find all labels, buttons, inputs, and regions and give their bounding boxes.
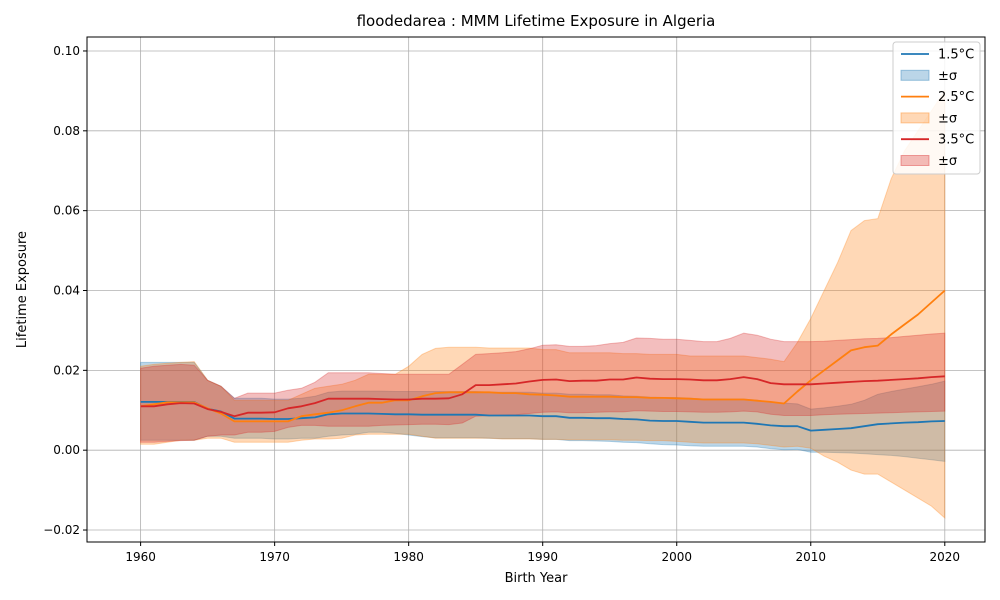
grid	[87, 37, 985, 542]
y-tick-label: 0.02	[53, 363, 80, 377]
y-tick-label: 0.08	[53, 124, 80, 138]
x-tick-label: 1980	[393, 550, 424, 564]
sigma-band-25	[140, 89, 946, 520]
x-tick-label: 1970	[259, 550, 290, 564]
x-axis-title: Birth Year	[505, 571, 569, 586]
legend-label: ±σ	[938, 111, 957, 126]
sigma-band-15	[140, 361, 946, 462]
x-tick-label: 2010	[795, 550, 826, 564]
legend-label: ±σ	[938, 69, 957, 84]
x-tick-label: 1960	[125, 550, 156, 564]
x-tick-label: 2020	[930, 550, 961, 564]
series-line-35	[140, 375, 945, 418]
y-tick-label: 0.00	[53, 443, 80, 457]
legend-label: ±σ	[938, 154, 957, 169]
y-axis-ticks: −0.02 0.00 0.02 0.04 0.06 0.08 0.10	[43, 44, 87, 537]
y-tick-label: 0.04	[53, 283, 80, 297]
y-tick-label: 0.10	[53, 44, 80, 58]
sigma-bands	[140, 89, 946, 520]
chart-title: floodedarea : MMM Lifetime Exposure in A…	[357, 12, 716, 30]
series-line-25	[140, 289, 946, 423]
x-axis-ticks: 1960 1970 1980 1990 2000 2010 2020	[125, 542, 960, 564]
plot-frame	[86, 36, 986, 543]
legend-label: 1.5°C	[938, 48, 974, 63]
legend-band-swatch	[900, 155, 930, 166]
mean-lines	[140, 289, 946, 432]
legend-band-swatch	[900, 69, 930, 81]
x-tick-label: 2000	[661, 550, 692, 564]
sigma-band-35	[140, 332, 946, 443]
legend-band-swatch	[900, 112, 930, 124]
legend-label: 2.5°C	[938, 90, 974, 105]
y-tick-label: 0.06	[53, 204, 80, 218]
series-line-15	[140, 400, 945, 432]
x-tick-label: 1990	[527, 550, 558, 564]
legend-box	[892, 41, 981, 175]
y-tick-label: −0.02	[43, 523, 80, 537]
y-axis-title: Lifetime Exposure	[15, 231, 30, 348]
legend: 1.5°C ±σ 2.5°C ±σ 3.5°C ±σ	[892, 41, 981, 175]
legend-label: 3.5°C	[938, 133, 974, 148]
